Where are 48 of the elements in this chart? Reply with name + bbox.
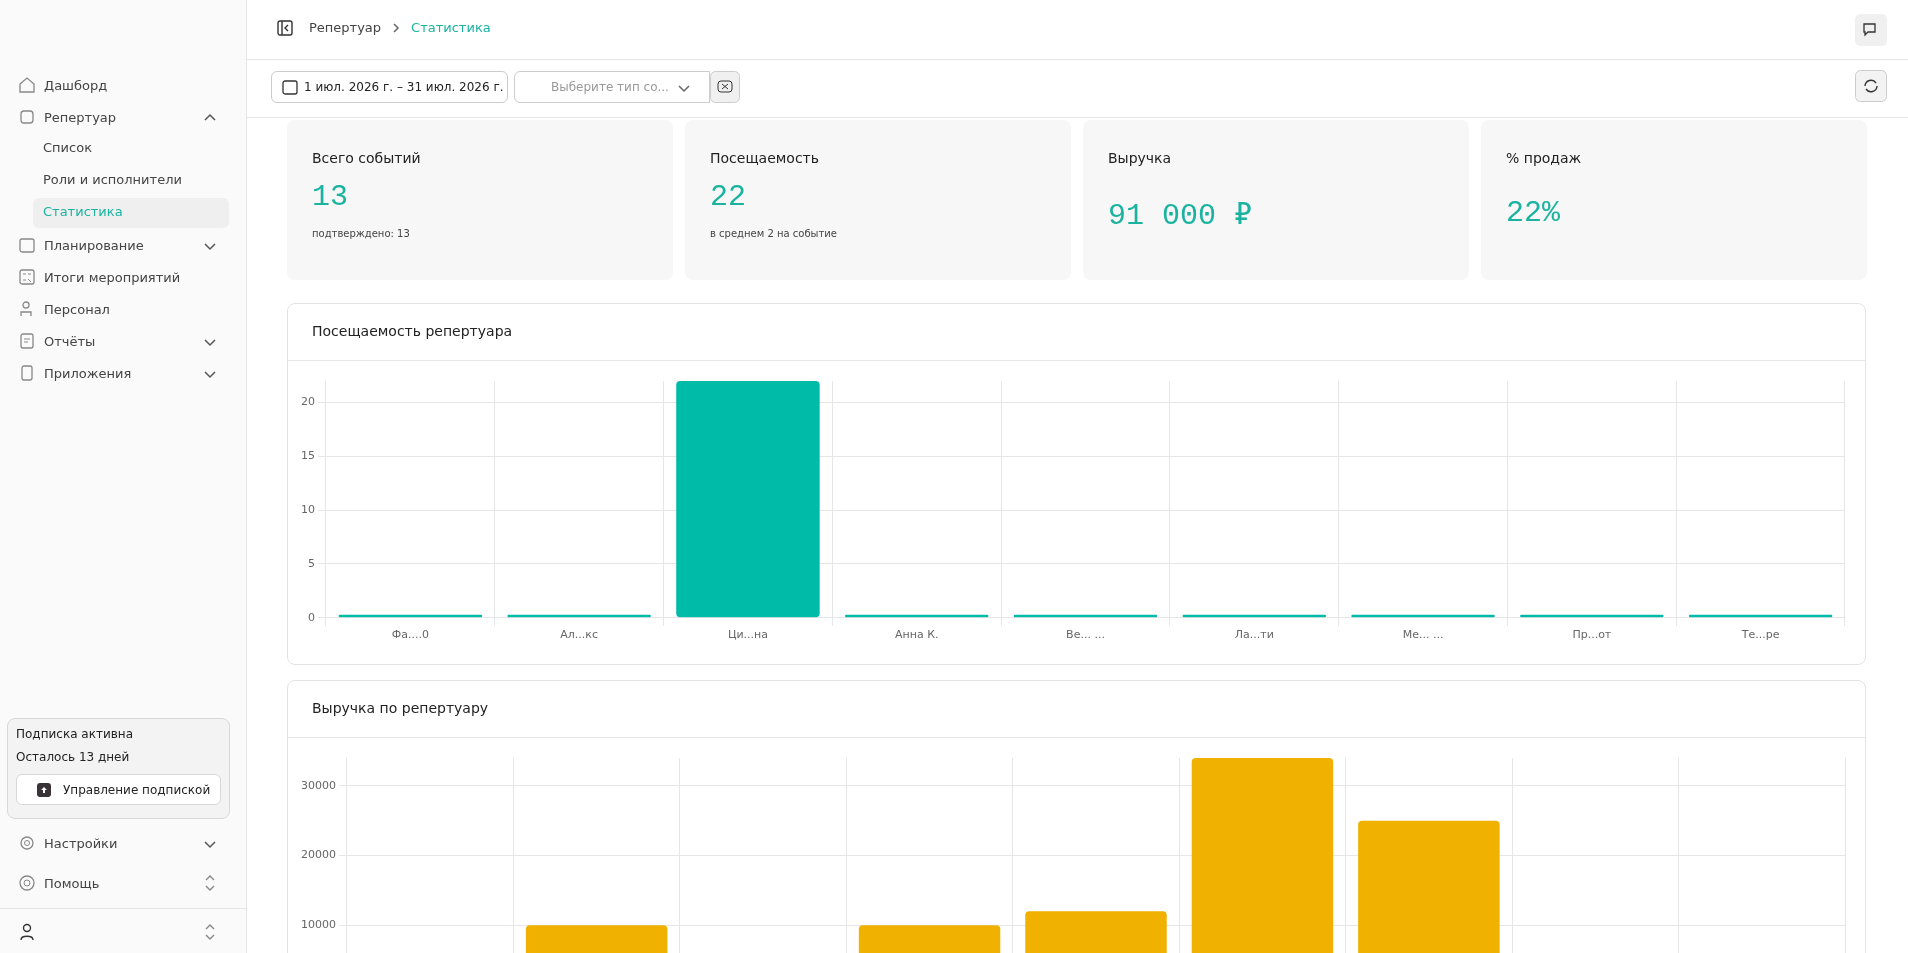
text: Репертуар (44, 109, 117, 125)
text: Итоги мероприятий (44, 269, 181, 285)
x-tick-label: Ме... ... (1402, 628, 1444, 642)
y-tick-label: 20 (301, 395, 315, 409)
y-tick-label: 20000 (300, 848, 336, 862)
text: Выберите тип со... (514, 71, 710, 103)
text: Список (43, 140, 92, 155)
text: % продаж (1506, 150, 1583, 166)
x-tick-label: Ве... ... (1066, 628, 1105, 642)
text: 22% (1506, 196, 1561, 230)
x-tick-label: Ла...ти (1234, 628, 1274, 642)
x-tick-label: Ал...кс (560, 628, 599, 642)
x-tick-label: Те...ре (1740, 628, 1780, 642)
text: Подписка активна (16, 727, 134, 741)
text: Персонал (44, 301, 110, 317)
text: Отчёты (44, 333, 96, 349)
text: Статистика (411, 20, 491, 35)
text: Посещаемость (710, 150, 820, 166)
y-tick-label: 5 (308, 556, 315, 570)
text: 22 (710, 180, 747, 214)
x-tick-label: Ци...на (727, 628, 768, 642)
y-tick-label: 10000 (300, 918, 336, 932)
x-tick-label: Фа....0 (391, 628, 429, 642)
text: Роли и исполнители (43, 172, 182, 187)
chart-title: Выручка по репертуару (288, 681, 1865, 738)
chart-title: Посещаемость репертуара (288, 304, 1865, 361)
text: Дашборд (44, 77, 108, 93)
text: Репертуар (309, 20, 382, 35)
y-tick-label: 0 (308, 610, 315, 624)
text: Всего событий (312, 150, 422, 166)
text: Планирование (44, 237, 144, 253)
text: подтверждено: 13 (312, 228, 411, 239)
text: 1 июл. 2026 г. – 31 июл. 2026 г. (304, 80, 504, 94)
y-tick-label: 10 (301, 503, 315, 517)
text: Помощь (44, 875, 100, 891)
text: 13 (312, 180, 349, 214)
x-tick-label: Пр...от (1572, 628, 1612, 642)
text: Осталось 13 дней (16, 750, 131, 764)
text: Управление подпиской (63, 782, 211, 797)
text: Приложения (44, 365, 132, 381)
text: Выручка (1108, 150, 1173, 166)
y-tick-label: 15 (301, 449, 315, 463)
text: Настройки (44, 835, 118, 851)
text: Статистика (43, 204, 123, 219)
x-tick-label: Анна К. (894, 628, 939, 642)
text: 91 000 ₽ (1108, 198, 1254, 233)
text: в среднем 2 на событие (710, 228, 838, 239)
y-tick-label: 30000 (300, 778, 336, 792)
